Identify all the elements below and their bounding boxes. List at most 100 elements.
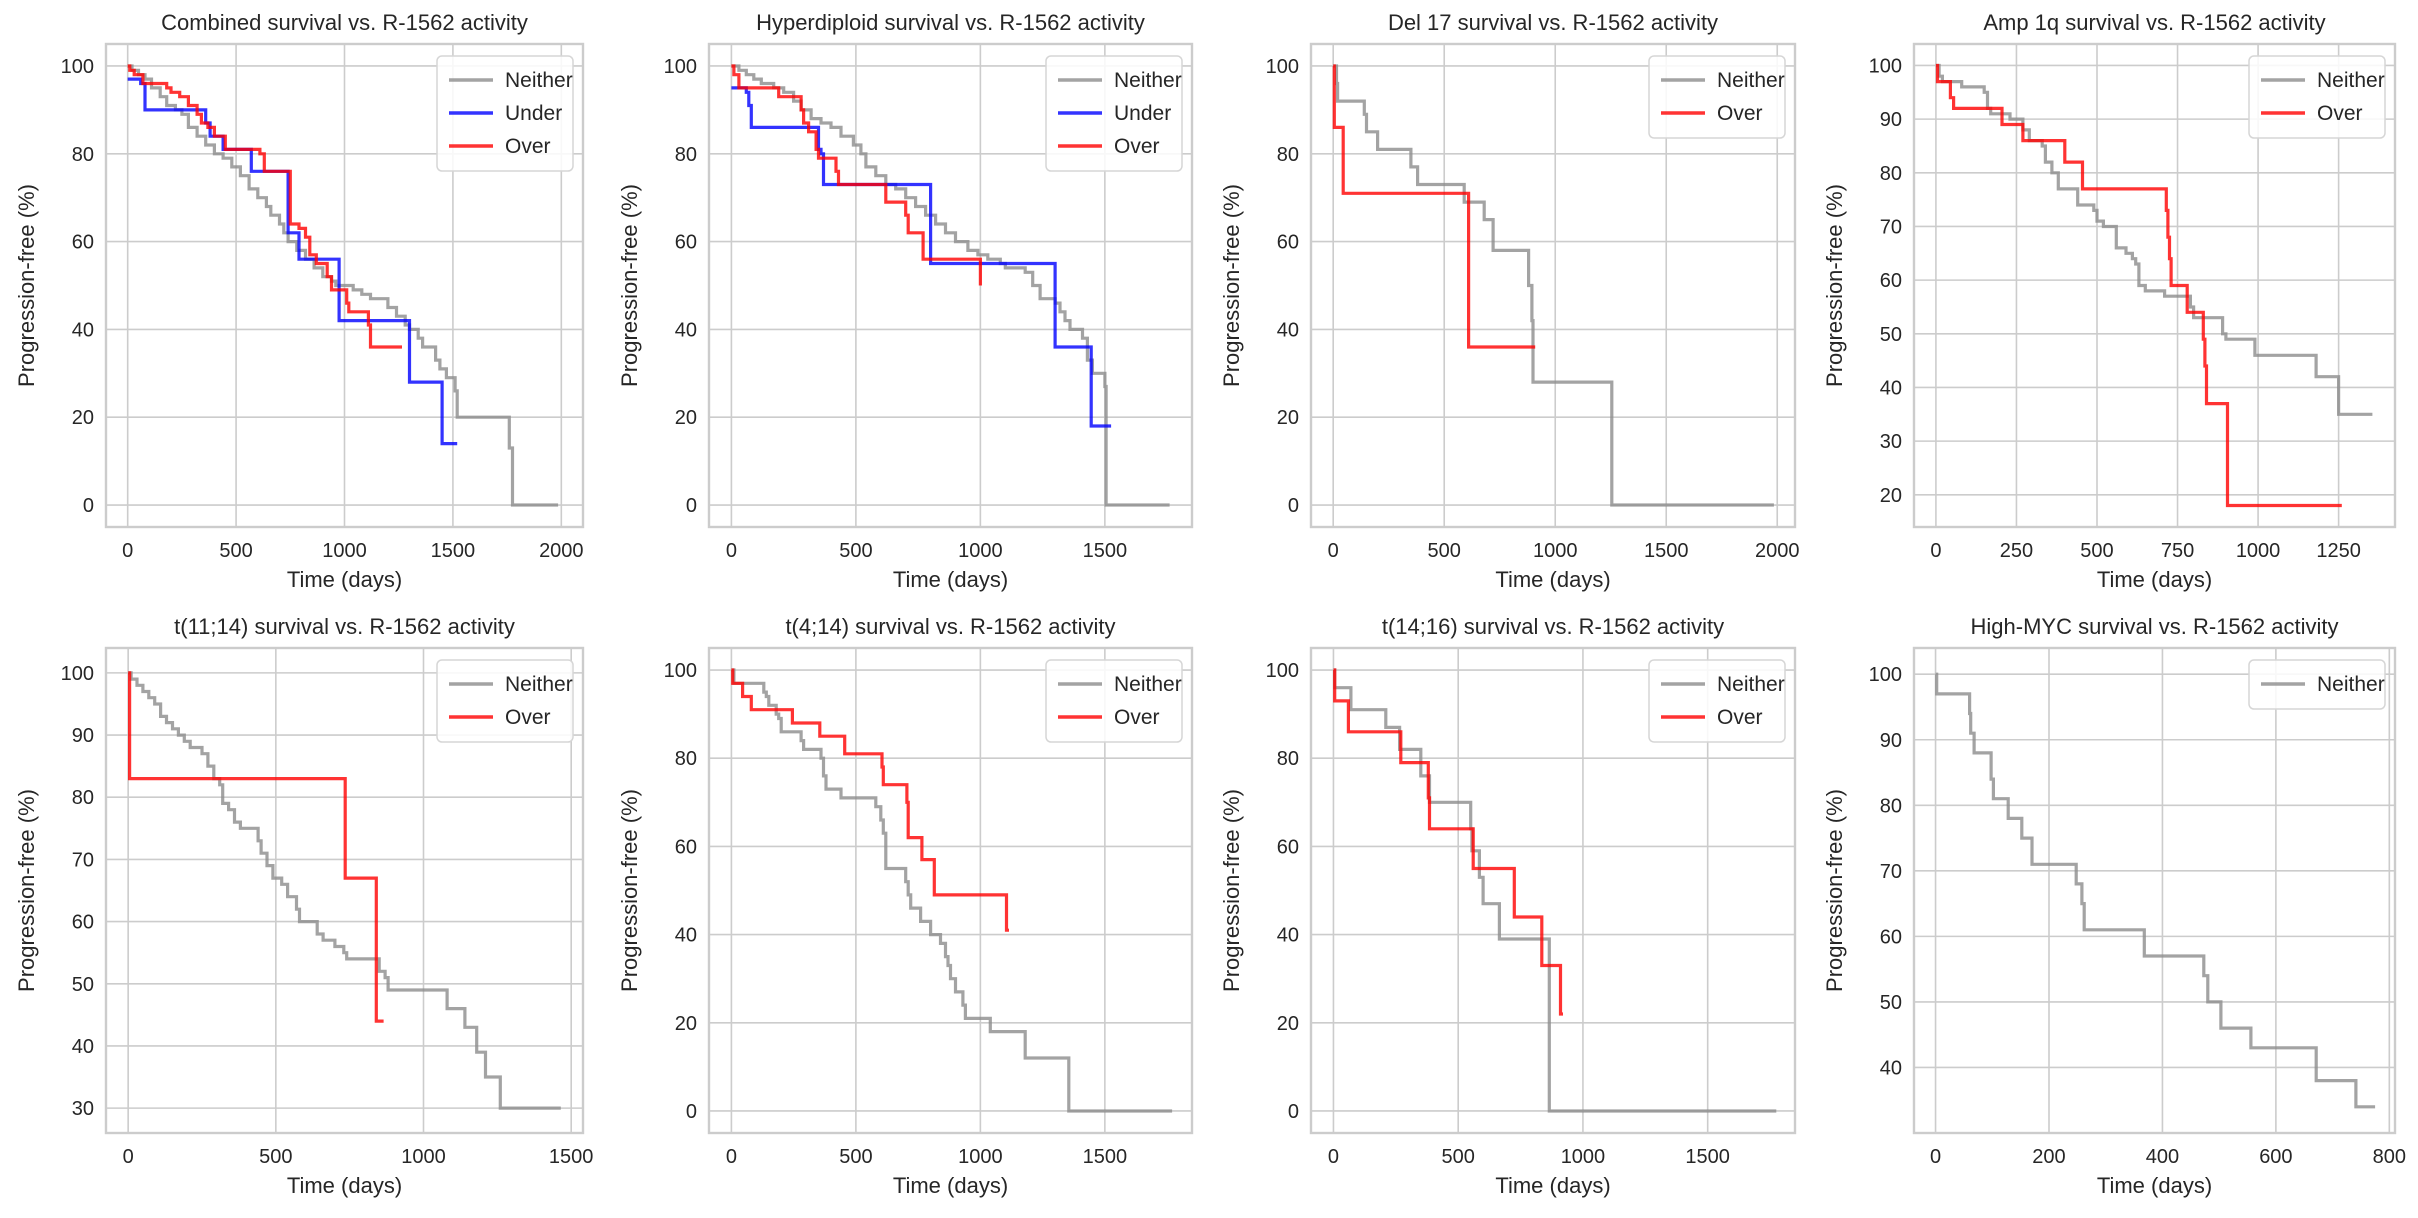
y-tick-label: 80 [72, 787, 94, 809]
series-line-neither [1935, 672, 2376, 1109]
legend: Neither Under Over [1045, 55, 1183, 172]
x-tick-label: 2000 [539, 540, 584, 562]
series-line-under [731, 86, 1112, 428]
axes-frame [707, 42, 1194, 529]
chart-panel-3: 0 500 1000 1500 2000 0 20 40 60 80 100 Del 17 survi… [1219, 10, 1799, 592]
chart-panel-7: 0 500 1000 1500 0 20 40 60 80 100 t(14;16) surviva… [1219, 614, 1797, 1198]
axes-frame [1912, 646, 2397, 1135]
x-tick-label: 200 [2032, 1146, 2065, 1168]
legend-label: Over [1114, 135, 1160, 158]
y-tick-label: 50 [72, 974, 94, 996]
y-tick-label: 60 [1880, 270, 1902, 292]
series-line-over [1332, 64, 1536, 349]
legend-box [436, 659, 574, 743]
y-tick-label: 40 [72, 319, 94, 341]
legend: Neither Over [436, 659, 574, 743]
legend: Neither Over [2248, 55, 2386, 139]
y-tick-label: 100 [1869, 55, 1902, 77]
y-tick-label: 50 [1880, 992, 1902, 1014]
chart-title: Hyperdiploid survival vs. R-1562 activit… [756, 10, 1145, 35]
x-tick-label: 500 [1428, 540, 1461, 562]
x-tick-label: 0 [123, 1146, 134, 1168]
y-tick-label: 50 [1880, 324, 1902, 346]
chart-title: t(4;14) survival vs. R-1562 activity [785, 614, 1115, 639]
y-tick-label: 60 [1277, 232, 1299, 254]
y-tick-label: 40 [675, 319, 697, 341]
series-line-over [731, 64, 982, 286]
axes-frame [1309, 42, 1797, 529]
x-tick-label: 750 [2161, 540, 2194, 562]
y-tick-label: 60 [72, 232, 94, 254]
chart-title: Del 17 survival vs. R-1562 activity [1388, 10, 1718, 35]
series-line-over [127, 64, 402, 349]
x-tick-label: 500 [1442, 1146, 1475, 1168]
chart-panel-6: 0 500 1000 1500 0 20 40 60 80 100 t(4;14) survival… [617, 614, 1194, 1198]
x-tick-label: 500 [219, 540, 252, 562]
y-tick-label: 70 [72, 849, 94, 871]
x-tick-label: 0 [726, 540, 737, 562]
x-tick-label: 500 [2080, 540, 2113, 562]
legend-box [1648, 55, 1786, 139]
y-tick-label: 20 [675, 407, 697, 429]
y-tick-label: 100 [1266, 660, 1299, 682]
legend: Neither [2248, 659, 2386, 710]
series-line-neither [731, 668, 1173, 1113]
axes-frame [1309, 646, 1797, 1135]
y-tick-label: 20 [72, 407, 94, 429]
legend: Neither Under Over [436, 55, 574, 172]
y-tick-label: 0 [686, 1101, 697, 1123]
x-tick-label: 1000 [958, 1146, 1003, 1168]
y-tick-label: 90 [1880, 109, 1902, 131]
y-tick-label: 90 [72, 725, 94, 747]
y-tick-label: 40 [1880, 377, 1902, 399]
y-tick-label: 80 [675, 748, 697, 770]
x-tick-label: 500 [839, 1146, 872, 1168]
legend-label: Over [1717, 706, 1763, 729]
y-tick-label: 70 [1880, 216, 1902, 238]
y-tick-label: 80 [1880, 163, 1902, 185]
series-line-neither [731, 64, 1170, 507]
y-axis-label: Progression-free (%) [1219, 184, 1244, 387]
x-tick-label: 0 [1930, 1146, 1941, 1168]
legend-label: Neither [2317, 69, 2385, 92]
y-tick-label: 0 [83, 495, 94, 517]
y-axis-label: Progression-free (%) [1822, 789, 1847, 992]
y-tick-label: 40 [72, 1036, 94, 1058]
legend: Neither Over [1045, 659, 1183, 743]
x-axis-label: Time (days) [1495, 1173, 1610, 1198]
legend-label: Neither [1114, 673, 1182, 696]
y-tick-label: 60 [675, 232, 697, 254]
legend-box [1045, 55, 1183, 172]
x-tick-label: 0 [1930, 540, 1941, 562]
axes-frame [707, 646, 1194, 1135]
legend-label: Over [1717, 102, 1763, 125]
legend-box [2248, 55, 2386, 139]
y-tick-label: 60 [1277, 836, 1299, 858]
chart-title: t(11;14) survival vs. R-1562 activity [174, 614, 515, 639]
y-axis-label: Progression-free (%) [1822, 184, 1847, 387]
axes-frame [104, 42, 585, 529]
legend: Neither Over [1648, 55, 1786, 139]
legend-label: Under [1114, 102, 1171, 125]
legend-label: Neither [505, 673, 573, 696]
x-tick-label: 0 [1328, 540, 1339, 562]
y-tick-label: 100 [61, 56, 94, 78]
chart-panel-5: 0 500 1000 1500 30 40 50 60 70 80 90 100 t(11;14) su… [14, 614, 593, 1198]
x-tick-label: 1000 [401, 1146, 446, 1168]
chart-title: Combined survival vs. R-1562 activity [161, 10, 528, 35]
x-tick-label: 1000 [322, 540, 367, 562]
x-tick-label: 600 [2259, 1146, 2292, 1168]
y-tick-label: 40 [675, 925, 697, 947]
y-tick-label: 100 [61, 663, 94, 685]
series-line-over [731, 668, 1009, 932]
legend-label: Neither [505, 69, 573, 92]
x-tick-label: 1250 [2316, 540, 2361, 562]
y-tick-label: 80 [72, 144, 94, 166]
y-axis-label: Progression-free (%) [1219, 789, 1244, 992]
x-axis-label: Time (days) [2097, 567, 2212, 592]
series-line-over [1935, 63, 2342, 508]
x-tick-label: 1500 [549, 1146, 594, 1168]
x-tick-label: 0 [122, 540, 133, 562]
y-tick-label: 20 [1880, 485, 1902, 507]
